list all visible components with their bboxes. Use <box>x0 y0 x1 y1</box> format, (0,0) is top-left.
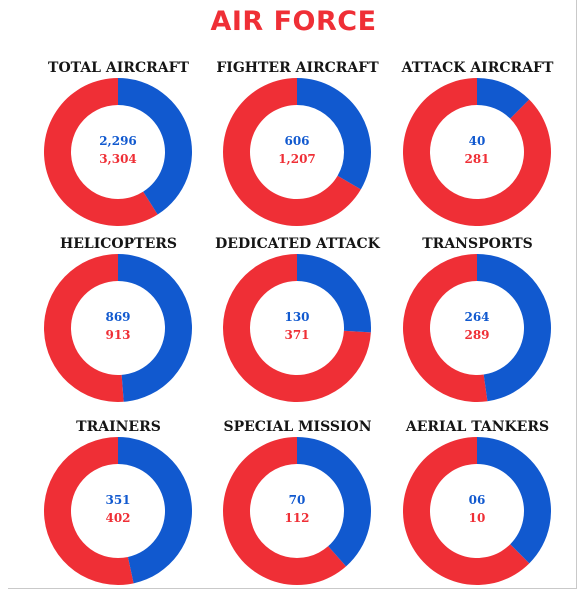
chart-title: TRAINERS <box>76 419 161 435</box>
donut-chart: DEDICATED ATTACK 130 371 <box>204 236 391 416</box>
value-primary: 06 <box>468 493 486 507</box>
donut-svg <box>403 254 551 402</box>
value-secondary: 371 <box>284 328 310 342</box>
value-secondary: 289 <box>464 328 490 342</box>
donut: 70 112 <box>223 437 371 585</box>
segment-secondary <box>403 254 488 402</box>
donut: 40 281 <box>403 78 551 226</box>
chart-title: FIGHTER AIRCRAFT <box>216 60 379 76</box>
donut-chart: ATTACK AIRCRAFT 40 281 <box>384 60 571 240</box>
value-secondary: 3,304 <box>99 152 137 166</box>
chart-title: DEDICATED ATTACK <box>215 236 380 252</box>
segment-secondary <box>44 78 158 226</box>
donut-svg <box>403 78 551 226</box>
segment-primary <box>297 254 371 333</box>
value-secondary: 913 <box>105 328 131 342</box>
segment-secondary <box>44 254 124 402</box>
donut-chart: FIGHTER AIRCRAFT 606 1,207 <box>204 60 391 240</box>
page-title: AIR FORCE <box>210 6 377 37</box>
segment-primary <box>297 437 371 567</box>
donut: 264 289 <box>403 254 551 402</box>
donut-svg <box>223 437 371 585</box>
chart-title: AERIAL TANKERS <box>405 419 550 435</box>
value-secondary: 1,207 <box>278 152 316 166</box>
donut: 869 913 <box>44 254 193 402</box>
segment-secondary <box>223 437 347 585</box>
value-primary: 70 <box>288 493 306 507</box>
segment-secondary <box>403 437 530 585</box>
donut: 606 1,207 <box>223 78 371 226</box>
chart-title: HELICOPTERS <box>60 236 177 252</box>
donut: 06 10 <box>403 437 551 585</box>
donut-svg <box>223 78 371 226</box>
chart-title: TOTAL AIRCRAFT <box>48 60 189 76</box>
segment-secondary <box>44 437 134 585</box>
value-primary: 351 <box>105 493 131 507</box>
value-primary: 606 <box>284 134 310 148</box>
value-secondary: 112 <box>284 511 310 525</box>
donut-svg <box>44 78 193 226</box>
donut-chart: TOTAL AIRCRAFT 2,296 3,304 <box>25 60 212 240</box>
segment-secondary <box>403 78 551 226</box>
donut-chart: TRANSPORTS 264 289 <box>384 236 571 416</box>
donut-chart: SPECIAL MISSION 70 112 <box>204 419 391 599</box>
segment-primary <box>118 78 193 215</box>
segment-primary <box>477 437 551 564</box>
segment-primary <box>118 437 193 584</box>
donut: 2,296 3,304 <box>44 78 193 226</box>
segment-primary <box>118 254 193 402</box>
value-primary: 40 <box>468 134 486 148</box>
segment-primary <box>477 78 530 119</box>
donut-svg <box>222 254 371 402</box>
chart-title: TRANSPORTS <box>422 236 533 252</box>
donut: 130 371 <box>222 254 371 402</box>
donut-chart: TRAINERS 351 402 <box>25 419 212 599</box>
donut-svg <box>403 437 551 585</box>
value-primary: 869 <box>105 310 131 324</box>
value-secondary: 281 <box>464 152 490 166</box>
chart-title: ATTACK AIRCRAFT <box>401 60 554 76</box>
segment-secondary <box>222 254 371 402</box>
donut-chart: AERIAL TANKERS 06 10 <box>384 419 571 599</box>
segment-secondary <box>223 78 361 226</box>
value-secondary: 10 <box>468 511 486 525</box>
value-primary: 130 <box>284 310 310 324</box>
chart-title: SPECIAL MISSION <box>223 419 372 435</box>
segment-primary <box>477 254 551 402</box>
donut-svg <box>44 254 193 402</box>
figure-frame <box>8 0 577 589</box>
donut: 351 402 <box>44 437 193 585</box>
donut-svg <box>44 437 193 585</box>
segment-primary <box>297 78 371 190</box>
value-primary: 264 <box>464 310 490 324</box>
value-primary: 2,296 <box>99 134 137 148</box>
value-secondary: 402 <box>105 511 131 525</box>
donut-chart: HELICOPTERS 869 913 <box>25 236 212 416</box>
